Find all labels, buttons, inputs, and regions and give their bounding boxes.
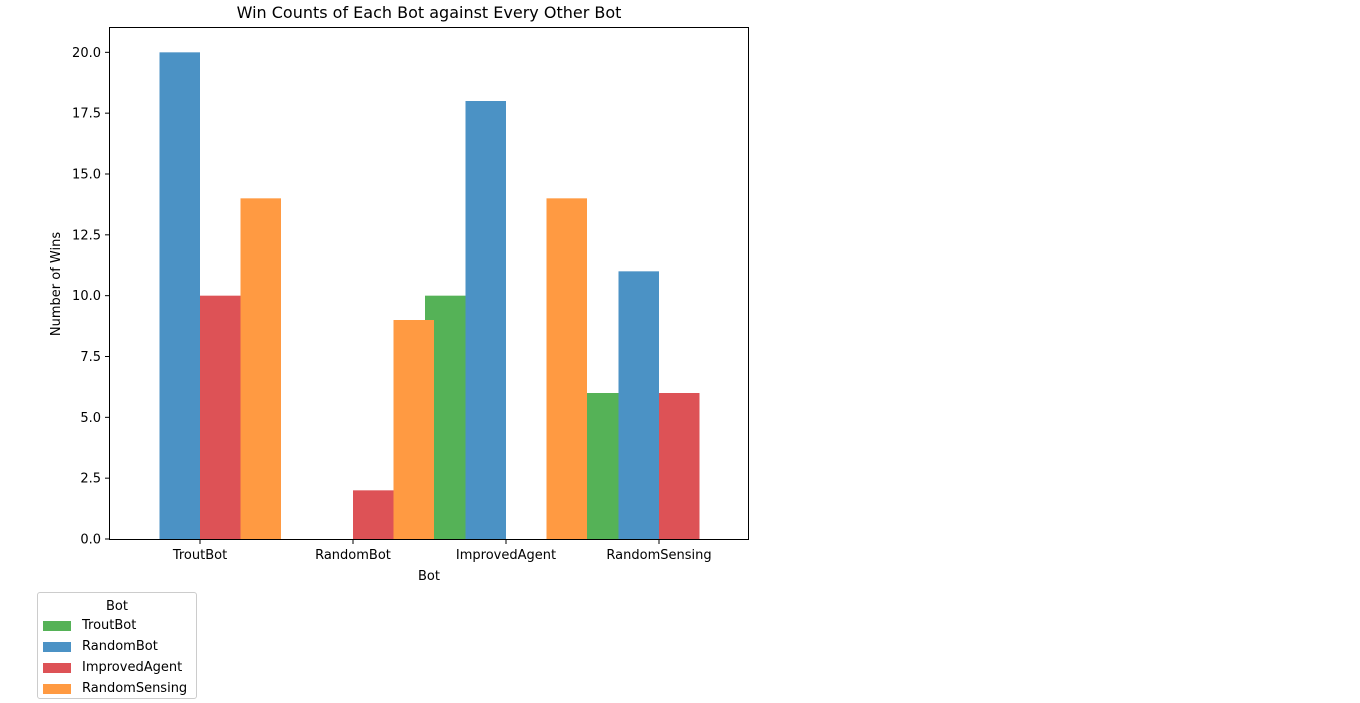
y-tick-label: 10.0 — [72, 289, 101, 304]
y-axis-label: Number of Wins — [49, 232, 64, 336]
x-tick-label-randomsensing: RandomSensing — [606, 548, 711, 563]
bar-randomsensing-improvedagent — [546, 198, 587, 540]
bar-randomsensing-troutbot — [240, 198, 281, 540]
legend-swatch — [43, 641, 71, 652]
legend-label: TroutBot — [82, 618, 137, 633]
y-tick-label: 7.5 — [80, 350, 101, 365]
x-tick-label-improvedagent: ImprovedAgent — [456, 548, 556, 563]
legend-items: TroutBot RandomBot ImprovedAgent RandomSens… — [38, 615, 196, 699]
y-tick-label: 20.0 — [72, 46, 101, 61]
y-tick-label: 2.5 — [80, 472, 101, 487]
bar-randombot-troutbot — [159, 52, 200, 539]
legend-swatch — [43, 683, 71, 694]
plot-frame — [109, 27, 749, 540]
bar-randombot-randomsensing — [618, 271, 659, 539]
legend-item-randomsensing: RandomSensing — [38, 678, 196, 699]
bar-improvedagent-troutbot — [200, 295, 241, 539]
y-tick-label: 17.5 — [72, 107, 101, 122]
x-axis: TroutBot RandomBot ImprovedAgent RandomSens… — [172, 539, 712, 563]
legend-item-improvedagent: ImprovedAgent — [38, 657, 196, 678]
x-tick-label-randombot: RandomBot — [315, 548, 391, 563]
bar-improvedagent-randomsensing — [659, 393, 700, 539]
y-tick-label: 15.0 — [72, 168, 101, 183]
bars-group — [159, 52, 700, 540]
legend-item-troutbot: TroutBot — [38, 615, 196, 636]
legend-title: Bot — [106, 599, 128, 614]
legend-swatch — [43, 620, 71, 631]
y-tick-label: 5.0 — [80, 411, 101, 426]
bar-randombot-improvedagent — [465, 101, 506, 539]
legend-label: RandomSensing — [82, 681, 188, 696]
bar-randomsensing-randombot — [393, 320, 434, 539]
y-axis: 0.0 2.5 5.0 7.5 10.0 12.5 15.0 17.5 20.0 — [72, 46, 110, 548]
x-axis-label: Bot — [418, 569, 440, 584]
legend-label: ImprovedAgent — [82, 660, 183, 675]
y-tick-label: 12.5 — [72, 228, 101, 243]
bar-improvedagent-randombot — [353, 490, 394, 539]
y-tick-label: 0.0 — [80, 533, 101, 548]
legend: Bot TroutBot RandomBot ImprovedAgent Random… — [37, 592, 197, 699]
legend-item-randombot: RandomBot — [38, 636, 196, 657]
legend-swatch — [43, 662, 71, 673]
chart-title: Win Counts of Each Bot against Every Oth… — [237, 3, 622, 22]
x-tick-label-troutbot: TroutBot — [172, 548, 227, 563]
legend-label: RandomBot — [82, 639, 158, 654]
